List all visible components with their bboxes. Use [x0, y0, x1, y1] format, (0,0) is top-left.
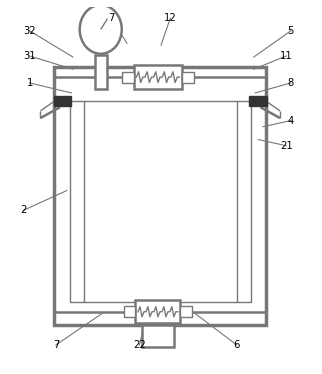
Text: 4: 4 [288, 116, 294, 126]
Bar [249, 96, 267, 106]
Bar [134, 65, 182, 89]
Circle shape [80, 5, 122, 54]
Bar [142, 325, 174, 347]
Bar [54, 67, 266, 325]
Text: 5: 5 [288, 26, 294, 36]
Text: 7: 7 [53, 340, 59, 350]
Text: 12: 12 [164, 13, 177, 23]
Bar [95, 55, 107, 89]
Text: 1: 1 [26, 78, 33, 88]
Bar [124, 306, 136, 317]
Bar [180, 306, 192, 317]
Bar [182, 72, 194, 83]
Text: 21: 21 [280, 141, 293, 151]
Bar [54, 96, 71, 106]
Text: 2: 2 [20, 205, 27, 215]
Text: 11: 11 [280, 51, 293, 61]
Text: 32: 32 [23, 26, 36, 36]
Text: 7: 7 [109, 13, 115, 23]
Bar [70, 101, 251, 302]
Bar [136, 300, 180, 324]
Bar [122, 72, 134, 83]
Text: 8: 8 [288, 78, 294, 88]
Text: 6: 6 [233, 340, 240, 350]
Text: 31: 31 [23, 51, 36, 61]
Text: 22: 22 [133, 340, 146, 350]
